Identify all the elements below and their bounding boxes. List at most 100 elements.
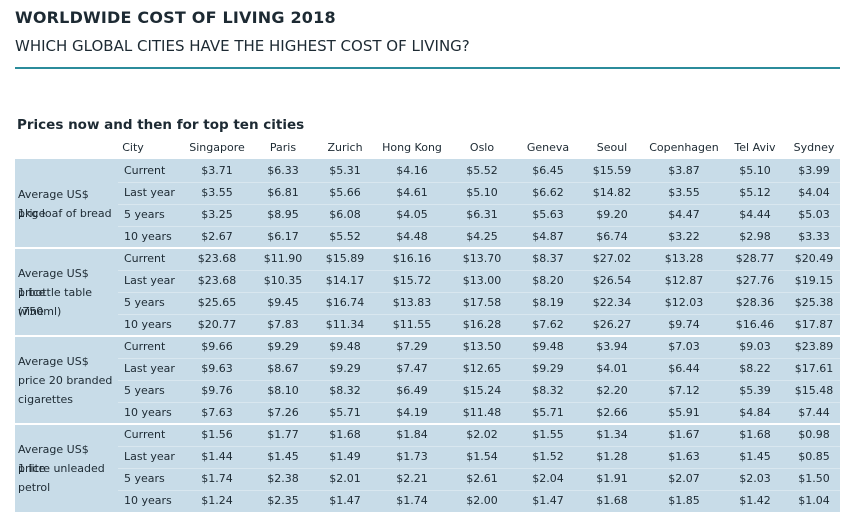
cell: $12.03: [664, 296, 704, 309]
row-line: [118, 490, 840, 491]
cell: $2.67: [201, 230, 233, 243]
row-line: [118, 468, 840, 469]
row-label: Current: [124, 164, 166, 177]
cell: $3.99: [798, 164, 830, 177]
row-label: Last year: [124, 362, 175, 375]
cell: $8.19: [532, 296, 564, 309]
cell: $2.00: [466, 494, 498, 507]
cell: $5.12: [739, 186, 771, 199]
row-label: 5 years: [124, 296, 165, 309]
row-label: Current: [124, 428, 166, 441]
cell: $28.77: [735, 252, 775, 265]
cell: $13.28: [664, 252, 704, 265]
subtitle: WHICH GLOBAL CITIES HAVE THE HIGHEST COS…: [15, 37, 470, 55]
cell: $1.68: [596, 494, 628, 507]
cell: $1.50: [798, 472, 830, 485]
cell: $5.71: [532, 406, 564, 419]
cell: $12.87: [664, 274, 704, 287]
cell: $20.77: [197, 318, 237, 331]
cell: $9.74: [668, 318, 700, 331]
cell: $4.48: [396, 230, 428, 243]
row-label: 5 years: [124, 472, 165, 485]
cell: $8.37: [532, 252, 564, 265]
cell: $5.71: [329, 406, 361, 419]
row-label: Last year: [124, 450, 175, 463]
cell: $12.65: [462, 362, 502, 375]
cell: $5.66: [329, 186, 361, 199]
column-header: Tel Aviv: [734, 141, 776, 154]
cell: $5.91: [668, 406, 700, 419]
cell: $3.22: [668, 230, 700, 243]
row-line: [118, 380, 840, 381]
cell: $7.29: [396, 340, 428, 353]
cell: $1.24: [201, 494, 233, 507]
cell: $8.22: [739, 362, 771, 375]
cell: $9.45: [267, 296, 299, 309]
cell: $26.54: [592, 274, 632, 287]
cell: $1.45: [267, 450, 299, 463]
cell: $8.32: [329, 384, 361, 397]
cell: $3.55: [668, 186, 700, 199]
column-header: Oslo: [469, 141, 495, 154]
cell: $23.68: [197, 252, 237, 265]
cell: $4.01: [596, 362, 628, 375]
group-label: 1kg loaf of bread: [18, 207, 112, 220]
cell: $7.63: [201, 406, 233, 419]
cell: $1.47: [532, 494, 564, 507]
column-header: Geneva: [526, 141, 570, 154]
cell: $6.81: [267, 186, 299, 199]
cell: $4.19: [396, 406, 428, 419]
group-label: Average US$ price: [18, 442, 89, 475]
cell: $27.76: [735, 274, 775, 287]
cell: $0.85: [798, 450, 830, 463]
cell: $16.74: [325, 296, 365, 309]
group-label: price 20 branded: [18, 373, 113, 387]
cell: $1.04: [798, 494, 830, 507]
cell: $1.55: [532, 428, 564, 441]
group-separator: [15, 423, 840, 425]
cell: $16.16: [392, 252, 432, 265]
cell: $11.55: [392, 318, 432, 331]
cell: $2.38: [267, 472, 299, 485]
cell: $6.74: [596, 230, 628, 243]
cell: $7.44: [798, 406, 830, 419]
cell: $1.77: [267, 428, 299, 441]
cell: $14.82: [592, 186, 632, 199]
cell: $8.32: [532, 384, 564, 397]
cell: $23.89: [794, 340, 834, 353]
column-header: Copenhagen: [649, 141, 719, 154]
cell: $9.48: [532, 340, 564, 353]
group-separator: [15, 247, 840, 249]
cell: $5.52: [466, 164, 498, 177]
column-header: Singapore: [189, 141, 245, 154]
cell: $13.00: [462, 274, 502, 287]
cell: $13.70: [462, 252, 502, 265]
row-line: [118, 314, 840, 315]
row-label: Current: [124, 340, 166, 353]
cell: $17.87: [794, 318, 834, 331]
cell: $3.87: [668, 164, 700, 177]
cell: $8.20: [532, 274, 564, 287]
cell: $2.21: [396, 472, 428, 485]
cell: $4.47: [668, 208, 700, 221]
cell: $1.54: [466, 450, 498, 463]
cell: $11.48: [462, 406, 502, 419]
cell: $1.47: [329, 494, 361, 507]
row-label: 10 years: [124, 230, 172, 243]
cell: $5.03: [798, 208, 830, 221]
cell: $4.61: [396, 186, 428, 199]
cell: $5.31: [329, 164, 361, 177]
cell: $8.67: [267, 362, 299, 375]
cell: $1.74: [201, 472, 233, 485]
cell: $16.28: [462, 318, 502, 331]
cell: $1.68: [329, 428, 361, 441]
cell: $6.08: [329, 208, 361, 221]
column-header: Paris: [269, 141, 297, 154]
column-header: Zurich: [327, 141, 363, 154]
cell: $3.71: [201, 164, 233, 177]
cell: $1.49: [329, 450, 361, 463]
cell: $7.26: [267, 406, 299, 419]
cell: $2.20: [596, 384, 628, 397]
row-label: Last year: [124, 186, 175, 199]
